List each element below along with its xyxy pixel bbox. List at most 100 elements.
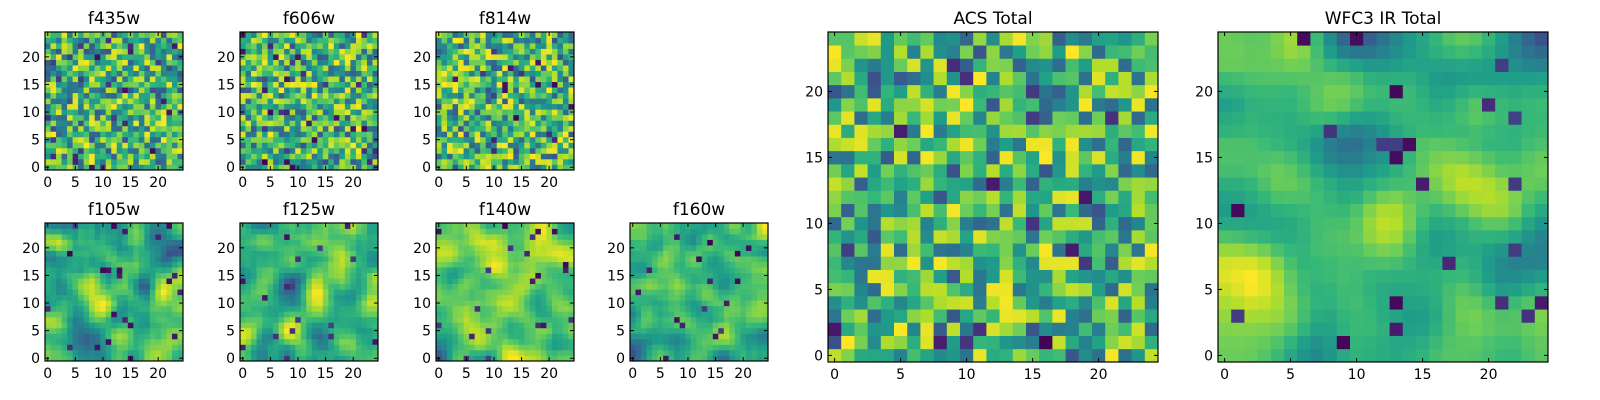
heatmap-cell	[469, 239, 475, 246]
heatmap-cell	[278, 322, 285, 329]
heatmap-cell	[339, 239, 346, 246]
heatmap-cell	[177, 256, 184, 262]
heatmap-cell	[89, 333, 96, 340]
heatmap-cell	[551, 32, 558, 38]
heatmap-cell	[740, 300, 747, 307]
heatmap-cell	[557, 120, 564, 127]
heatmap-cell	[635, 289, 642, 296]
heatmap-cell	[946, 190, 961, 204]
heatmap-cell	[745, 261, 752, 268]
heatmap-cell	[317, 70, 324, 77]
heatmap-cell	[668, 316, 675, 323]
heatmap-cell	[78, 338, 84, 345]
heatmap-cell	[171, 250, 178, 257]
heatmap-cell	[474, 305, 481, 312]
heatmap-cell	[251, 158, 257, 165]
heatmap-cell	[127, 120, 134, 127]
heatmap-cell	[568, 120, 575, 127]
heatmap-cell	[245, 54, 252, 60]
heatmap-cell	[529, 261, 536, 268]
heatmap-cell	[562, 81, 569, 88]
heatmap-cell	[474, 114, 481, 121]
heatmap-cell	[133, 114, 140, 121]
heatmap-cell	[61, 43, 68, 49]
heatmap-cell	[485, 338, 492, 345]
heatmap-cell	[122, 256, 129, 262]
heatmap-cell	[89, 349, 96, 356]
heatmap-cell	[630, 294, 636, 301]
heatmap-cell	[78, 305, 84, 312]
x-tick-label: 20	[344, 366, 362, 382]
heatmap-cell	[496, 278, 503, 285]
heatmap-cell	[160, 349, 167, 356]
heatmap-cell	[1052, 190, 1066, 204]
heatmap-cell	[524, 158, 531, 165]
heatmap-cell	[133, 272, 140, 279]
heatmap-cell	[1092, 177, 1106, 191]
heatmap-cell	[485, 131, 492, 138]
heatmap-cell	[144, 98, 151, 105]
heatmap-cell	[546, 311, 553, 318]
heatmap-cell	[300, 322, 307, 329]
heatmap-cell	[111, 305, 118, 312]
heatmap-cell	[1012, 309, 1027, 323]
heatmap-cell	[317, 131, 324, 138]
heatmap-cell	[696, 223, 703, 229]
heatmap-cell	[491, 283, 498, 290]
heatmap-cell	[712, 311, 719, 318]
heatmap-cell	[311, 114, 318, 121]
heatmap-cell	[245, 131, 252, 138]
heatmap-cell	[562, 37, 569, 44]
heatmap-cell	[295, 76, 302, 83]
heatmap-cell	[854, 230, 868, 244]
heatmap-cell	[641, 355, 647, 362]
heatmap-cell	[83, 245, 90, 251]
heatmap-cell	[278, 43, 285, 49]
heatmap-cell	[300, 256, 307, 262]
heatmap-cell	[441, 147, 448, 154]
heatmap-cell	[529, 131, 536, 138]
heatmap-cell	[441, 43, 448, 49]
heatmap-cell	[306, 256, 313, 262]
heatmap-cell	[480, 316, 487, 323]
heatmap-cell	[894, 335, 908, 350]
heatmap-cell	[328, 300, 335, 307]
heatmap-cell	[372, 98, 379, 105]
heatmap-cell	[524, 311, 531, 318]
heatmap-cell	[144, 349, 151, 356]
y-tick-label: 15	[413, 77, 431, 93]
heatmap-cell	[149, 87, 156, 94]
heatmap-cell	[529, 59, 536, 66]
heatmap-cell	[144, 305, 151, 312]
heatmap-cell	[155, 158, 162, 165]
heatmap-cell	[663, 294, 669, 301]
heatmap-cell	[317, 245, 324, 251]
heatmap-cell	[557, 131, 564, 138]
heatmap-cell	[707, 311, 714, 318]
heatmap-cell	[546, 131, 553, 138]
heatmap-cell	[105, 153, 112, 160]
heatmap-cell	[740, 311, 747, 318]
heatmap-cell	[89, 43, 96, 49]
heatmap-cell	[1118, 243, 1132, 257]
heatmap-cell	[322, 98, 329, 105]
heatmap-cell	[72, 289, 79, 296]
heatmap-cell	[251, 338, 257, 345]
heatmap-cell	[133, 283, 140, 290]
heatmap-cell	[679, 256, 686, 262]
heatmap-cell	[867, 322, 882, 336]
x-tick-label: 0	[434, 366, 443, 382]
heatmap-cell	[480, 344, 487, 351]
heatmap-cell	[513, 256, 520, 262]
heatmap-cell	[322, 76, 329, 83]
heatmap-cell	[289, 43, 296, 49]
heatmap-cell	[458, 109, 464, 116]
heatmap-cell	[245, 283, 252, 290]
heatmap-cell	[518, 136, 525, 143]
heatmap-cell	[262, 278, 268, 285]
heatmap-cell	[273, 228, 279, 235]
heatmap-cell	[701, 355, 708, 362]
heatmap-cell	[1026, 203, 1040, 218]
heatmap-cell	[436, 131, 442, 138]
heatmap-cell	[485, 147, 492, 154]
